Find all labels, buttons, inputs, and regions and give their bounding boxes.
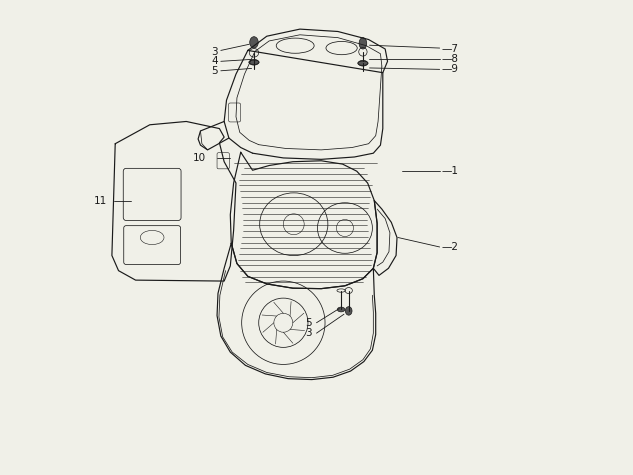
Text: —8: —8: [442, 55, 458, 65]
Ellipse shape: [337, 307, 345, 312]
Text: 3: 3: [305, 328, 312, 338]
Ellipse shape: [346, 307, 352, 315]
Text: 4: 4: [211, 57, 218, 66]
Text: —9: —9: [442, 65, 458, 75]
Text: 3: 3: [211, 47, 218, 57]
Text: —2: —2: [442, 242, 458, 252]
Text: 5: 5: [305, 318, 312, 328]
Ellipse shape: [358, 60, 368, 66]
Ellipse shape: [359, 38, 367, 49]
Text: —1: —1: [442, 166, 458, 176]
Ellipse shape: [249, 59, 259, 65]
Text: 11: 11: [94, 196, 107, 206]
Text: 10: 10: [192, 153, 206, 163]
Text: 5: 5: [211, 66, 218, 76]
Ellipse shape: [250, 37, 258, 48]
Text: —7: —7: [442, 44, 458, 54]
